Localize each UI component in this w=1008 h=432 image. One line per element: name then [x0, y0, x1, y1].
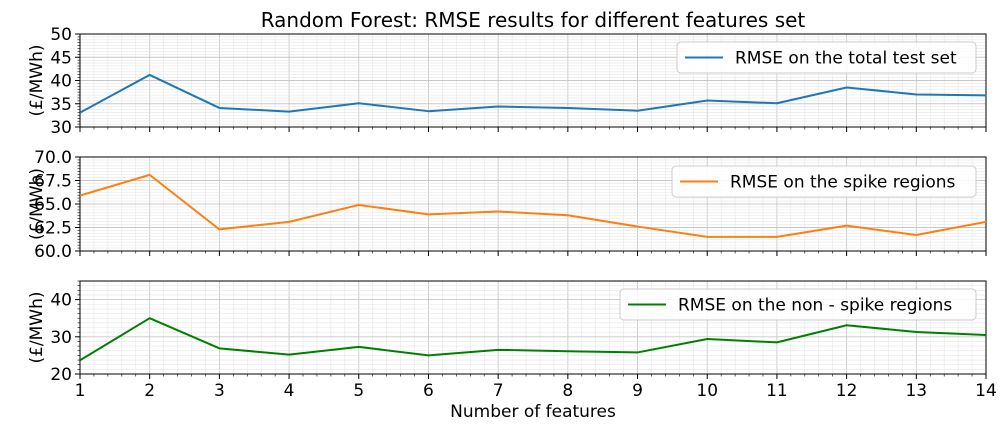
series-line: [80, 173, 986, 238]
y-tick-label: 60.0: [34, 242, 72, 262]
y-tick-label: 40: [50, 291, 72, 311]
x-tick-label: 12: [836, 381, 858, 401]
panel-1: 30 35 40 45 50(£/MWh) RMSE on the total test …: [27, 25, 987, 138]
chart-title: Random Forest: RMSE results for differen…: [261, 8, 806, 32]
y-axis-label: (£/MWh): [27, 168, 47, 240]
x-tick-label: 13: [905, 381, 927, 401]
x-tick-label: 10: [696, 381, 718, 401]
x-axis-label: Number of features: [450, 402, 616, 422]
y-tick-label: 35: [50, 95, 72, 115]
series-line: [80, 317, 986, 362]
series-line: [80, 73, 986, 114]
x-tick-label: 3: [214, 381, 225, 401]
legend-label: RMSE on the total test set: [735, 49, 957, 69]
legend: RMSE on the spike regions: [671, 165, 977, 198]
panel-2: 60.0 62.5 65.0 67.5 70.0(£/MWh) RMSE on the s…: [27, 148, 987, 262]
legend-box: [671, 165, 977, 198]
x-tick-label: 1: [75, 381, 86, 401]
legend-label: RMSE on the spike regions: [730, 173, 956, 193]
x-tick-label: 2: [144, 381, 155, 401]
y-tick-label: 30: [50, 118, 72, 138]
y-tick-label: 20: [50, 365, 72, 385]
legend: RMSE on the non - spike regions: [619, 288, 977, 321]
x-tick-label: 4: [284, 381, 295, 401]
x-tick-label: 5: [353, 381, 364, 401]
y-tick-label: 65.0: [34, 195, 72, 215]
x-tick-label: 7: [493, 381, 504, 401]
y-axis-label: (£/MWh): [27, 44, 47, 116]
legend-label: RMSE on the non - spike regions: [678, 296, 952, 316]
legend-box: [619, 288, 977, 321]
y-tick-label: 40: [50, 72, 72, 92]
x-tick-label: 8: [562, 381, 573, 401]
x-tick-label: 6: [423, 381, 434, 401]
legend: RMSE on the total test set: [676, 41, 977, 74]
y-tick-label: 70.0: [34, 148, 72, 168]
y-tick-label: 62.5: [34, 219, 72, 239]
x-tick-label: 14: [975, 381, 997, 401]
x-tick-label: 11: [766, 381, 788, 401]
x-tick-label: 9: [632, 381, 643, 401]
y-tick-label: 30: [50, 328, 72, 348]
y-tick-label: 50: [50, 25, 72, 45]
y-tick-label: 45: [50, 48, 72, 68]
y-axis-label: (£/MWh): [27, 291, 47, 363]
y-tick-label: 67.5: [34, 172, 72, 192]
legend-box: [676, 41, 977, 74]
